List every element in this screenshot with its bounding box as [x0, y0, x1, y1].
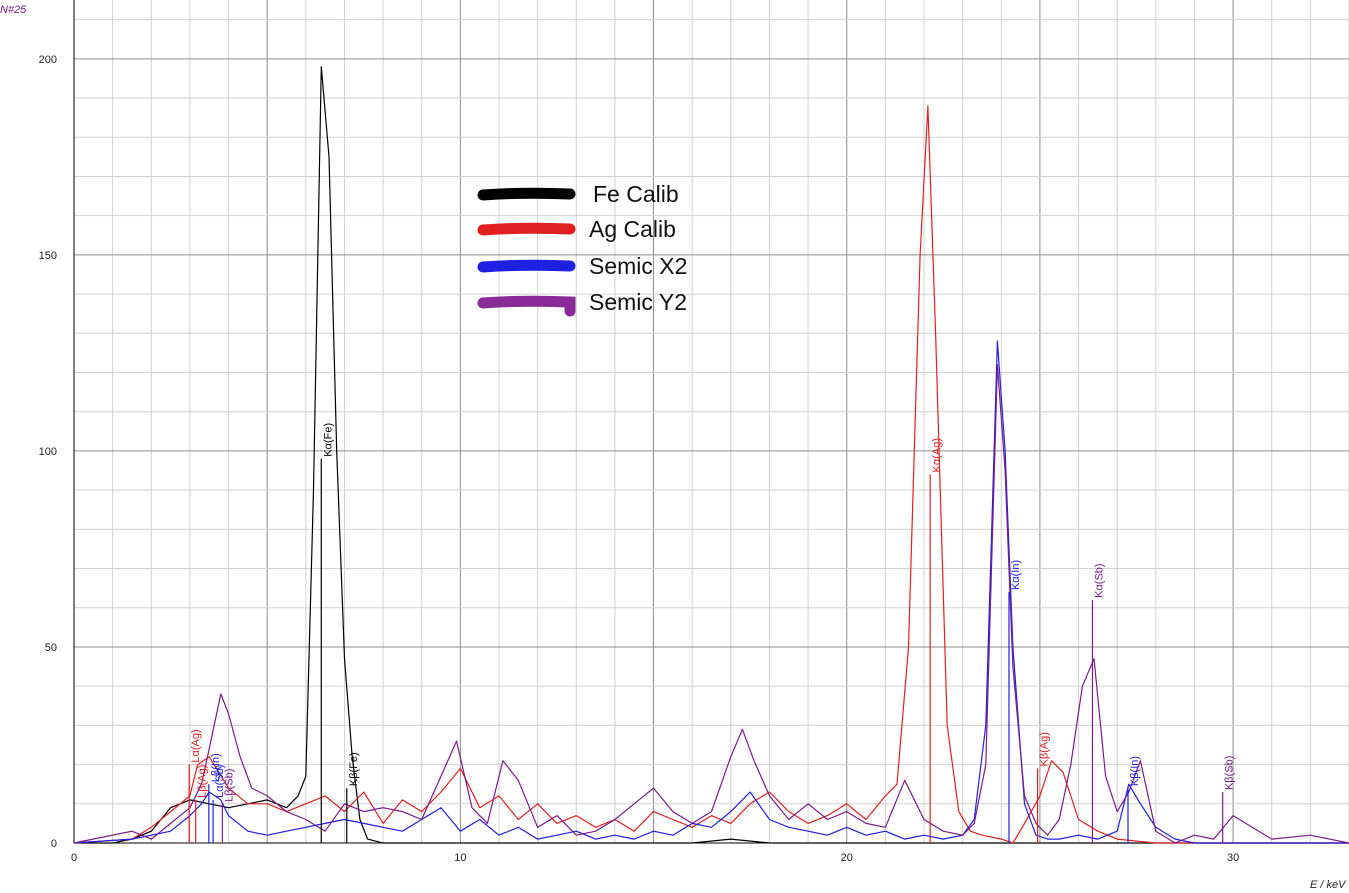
peak-marker-label: Kα(Fe) [322, 423, 334, 457]
peak-marker-label: Lα(Ag) [190, 729, 202, 762]
peak-marker-label: Kα(In) [1010, 560, 1022, 590]
x-tick-label: 30 [1227, 852, 1239, 864]
tick-labels: 0 10 20 30 0 50 100 150 200 [39, 54, 1240, 864]
peak-marker-label: Lβ(Sb) [223, 769, 235, 802]
y-axis-label: N#25 [0, 4, 27, 16]
legend: Fe Calib Ag Calib Semic X2 Semic Y2 [477, 181, 687, 317]
axes [73, 0, 1349, 844]
peak-marker-label: Kβ(Sb) [1224, 756, 1236, 790]
legend-label: Semic Y2 [589, 289, 687, 315]
y-tick-label: 0 [51, 838, 57, 850]
peak-marker-label: Kα(Sb) [1093, 563, 1105, 597]
x-tick-label: 20 [841, 852, 853, 864]
grid-lines [73, 0, 1349, 844]
peak-marker-label: Kβ(Ag) [1039, 732, 1051, 766]
legend-swatch [477, 259, 576, 273]
peak-marker-label: Lβ(Ag) [197, 765, 209, 798]
legend-swatch [477, 222, 576, 236]
peak-marker-label: Kα(Ag) [931, 438, 943, 472]
legend-label: Semic X2 [589, 253, 687, 279]
peak-markers: Kα(Fe) Kβ(Fe) Kα(Ag) Kβ(Ag) Lα(Ag) Lβ(Ag) Kα(I… [188, 423, 1236, 843]
legend-label: Fe Calib [593, 181, 679, 207]
x-tick-label: 10 [454, 852, 466, 864]
peak-marker-label: Kβ(In) [1129, 756, 1141, 786]
series-line [73, 105, 1349, 844]
peak-marker-label: Lβ(In) [210, 753, 222, 782]
x-tick-label: 0 [71, 852, 77, 864]
legend-swatch [477, 187, 576, 201]
x-axis-label: E / keV [1310, 879, 1347, 891]
y-tick-label: 50 [45, 642, 57, 654]
series-line [73, 340, 1349, 844]
series-line [74, 66, 1349, 844]
y-tick-label: 150 [39, 250, 57, 262]
y-tick-label: 200 [39, 54, 57, 66]
peak-marker-label: Lα(Sb) [214, 765, 226, 798]
y-tick-label: 100 [39, 446, 57, 458]
series-lines [73, 66, 1349, 844]
series-line [73, 364, 1349, 844]
legend-label: Ag Calib [589, 216, 676, 242]
legend-swatch [477, 295, 576, 317]
peak-marker-label: Kβ(Fe) [348, 752, 360, 786]
